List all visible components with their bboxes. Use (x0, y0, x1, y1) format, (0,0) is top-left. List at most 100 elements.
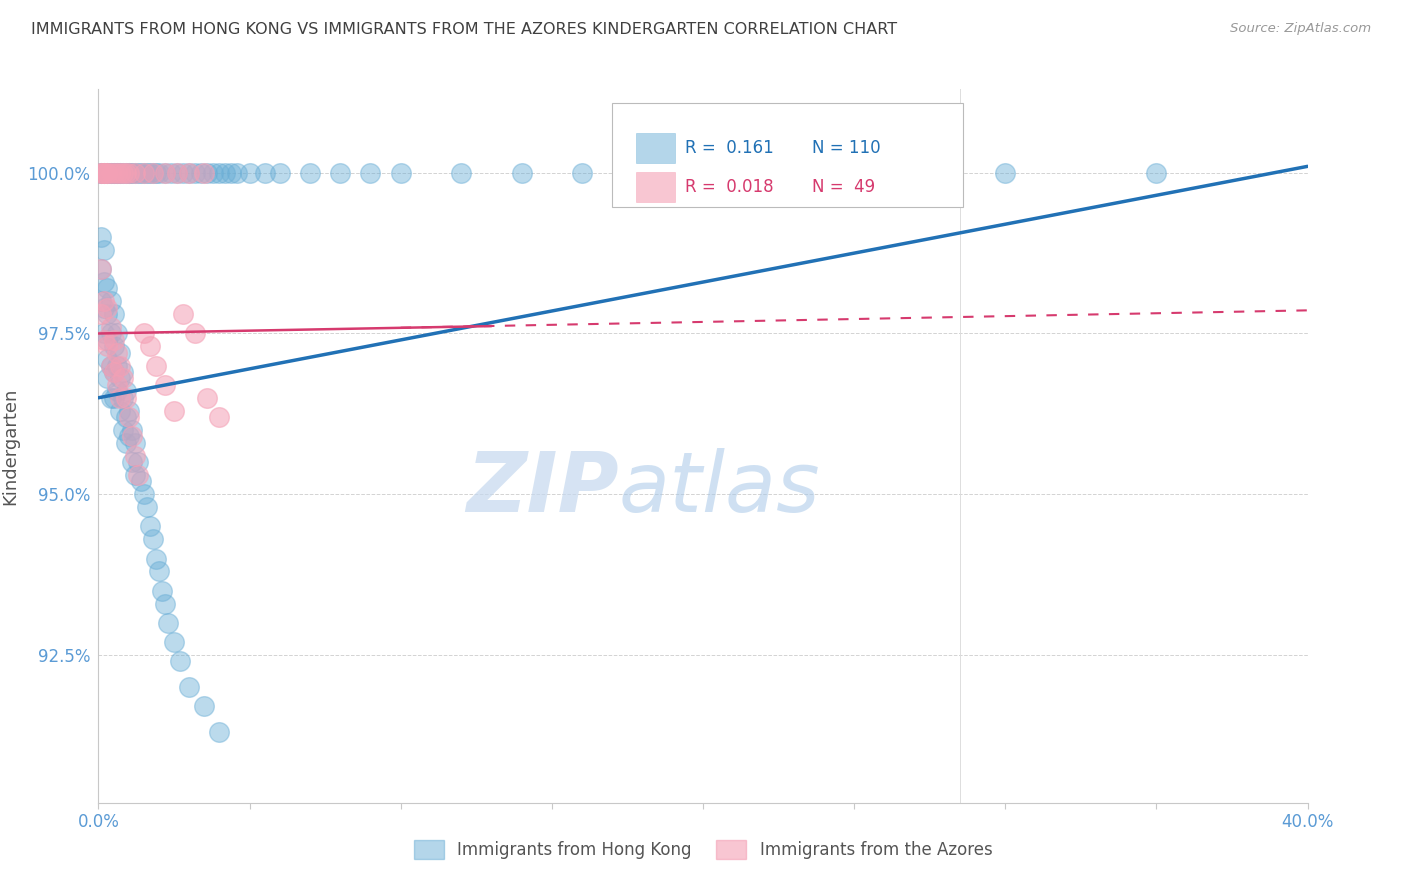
Point (195, 391, 218, 405)
Point (105, 384, 128, 399)
Point (114, 384, 136, 399)
Point (166, 166, 188, 180)
Text: Source: ZipAtlas.com: Source: ZipAtlas.com (1230, 22, 1371, 36)
Text: N = 110: N = 110 (811, 139, 880, 157)
Point (692, 166, 714, 180)
Point (190, 166, 212, 180)
Point (108, 166, 131, 180)
Point (103, 365, 125, 379)
Point (103, 365, 125, 379)
Point (148, 565, 170, 579)
Point (202, 166, 225, 180)
Point (145, 359, 167, 373)
Point (111, 391, 134, 405)
Point (153, 597, 176, 611)
Point (118, 403, 141, 417)
Text: R =  0.161: R = 0.161 (685, 139, 773, 157)
Point (153, 378, 176, 392)
Point (360, 166, 382, 180)
Point (121, 429, 143, 443)
Point (124, 449, 146, 463)
Point (139, 519, 162, 533)
Point (90, 307, 112, 321)
Point (135, 500, 157, 514)
Point (118, 410, 141, 425)
Point (127, 455, 149, 469)
Point (108, 345, 131, 359)
Point (114, 166, 136, 180)
Point (1144, 166, 1167, 180)
Point (184, 326, 207, 341)
Legend: Immigrants from Hong Kong, Immigrants from the Azores: Immigrants from Hong Kong, Immigrants fr… (406, 834, 1000, 866)
Point (121, 455, 143, 469)
Point (124, 435, 146, 450)
FancyBboxPatch shape (637, 172, 675, 202)
Point (135, 166, 157, 180)
Point (631, 166, 654, 180)
Point (145, 166, 167, 180)
Point (105, 166, 128, 180)
Point (105, 166, 128, 180)
Point (103, 391, 125, 405)
Point (153, 166, 176, 180)
Point (93, 166, 115, 180)
Point (121, 166, 143, 180)
Point (111, 371, 134, 385)
Point (179, 166, 201, 180)
Point (148, 166, 170, 180)
Point (208, 166, 231, 180)
Point (90, 230, 112, 244)
Point (90, 166, 112, 180)
FancyBboxPatch shape (637, 133, 675, 163)
Point (193, 166, 215, 180)
Point (329, 166, 352, 180)
Point (142, 533, 165, 547)
Point (108, 166, 131, 180)
Point (96, 352, 118, 367)
Point (132, 326, 155, 341)
Point (105, 166, 128, 180)
Point (994, 166, 1017, 180)
Point (93, 166, 115, 180)
Text: atlas: atlas (619, 449, 820, 529)
Point (100, 320, 122, 334)
Point (108, 359, 131, 373)
Point (93, 301, 115, 315)
Point (179, 680, 201, 694)
Point (108, 371, 131, 385)
Point (103, 166, 125, 180)
Point (111, 166, 134, 180)
Point (269, 166, 291, 180)
Point (129, 475, 152, 489)
Point (195, 166, 218, 180)
Point (221, 166, 243, 180)
Point (114, 435, 136, 450)
Point (121, 423, 143, 437)
Point (108, 166, 131, 180)
Point (510, 166, 533, 180)
Point (226, 166, 249, 180)
Point (93, 166, 115, 180)
Point (96, 339, 118, 353)
Point (100, 166, 122, 180)
Text: IMMIGRANTS FROM HONG KONG VS IMMIGRANTS FROM THE AZORES KINDERGARTEN CORRELATION: IMMIGRANTS FROM HONG KONG VS IMMIGRANTS … (31, 22, 897, 37)
Point (90, 294, 112, 309)
Point (100, 166, 122, 180)
Point (129, 166, 152, 180)
Point (90, 166, 112, 180)
Point (96, 333, 118, 347)
Point (239, 166, 262, 180)
Point (93, 294, 115, 309)
Point (214, 166, 236, 180)
Point (111, 365, 134, 379)
Point (160, 166, 183, 180)
Point (163, 635, 186, 649)
Point (184, 166, 207, 180)
Point (163, 403, 186, 417)
Point (156, 615, 179, 630)
Point (100, 166, 122, 180)
Point (124, 166, 146, 180)
Point (389, 166, 412, 180)
Point (111, 423, 134, 437)
Point (96, 301, 118, 315)
